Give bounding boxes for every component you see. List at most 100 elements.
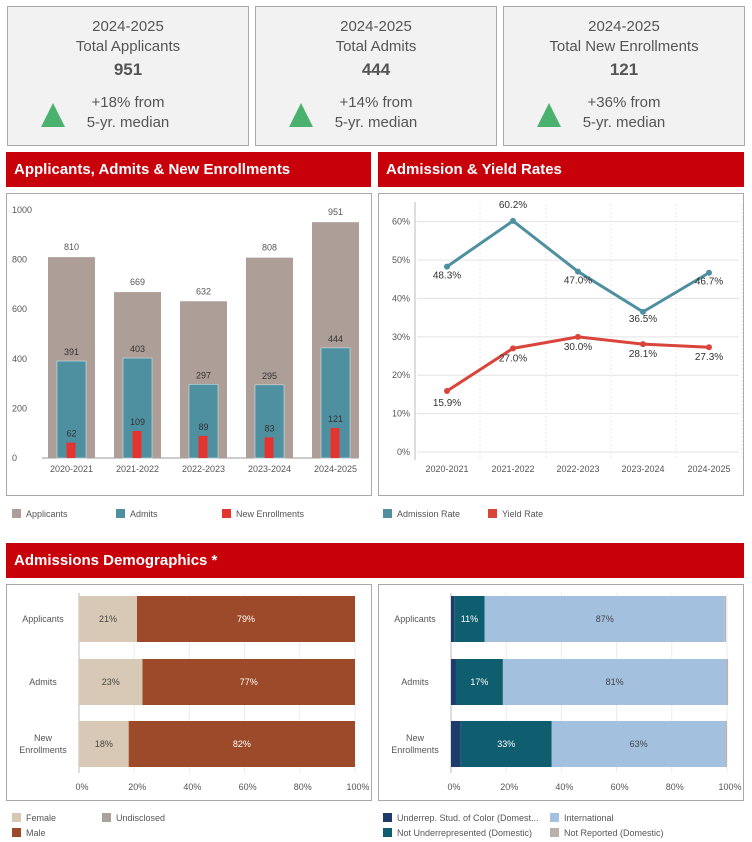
- counts-legend: Applicants Admits New Enrollments: [12, 509, 372, 523]
- x-tick-label: 0%: [75, 782, 88, 792]
- segment-label: 82%: [233, 739, 251, 749]
- kpi-label: Total Admits: [335, 38, 417, 55]
- row-label: Enrollments: [19, 745, 67, 755]
- yield-rate-point: [510, 345, 516, 352]
- admits-value-label: 297: [196, 370, 211, 380]
- legend-swatch: [383, 813, 392, 822]
- rates-legend: Admission Rate Yield Rate: [383, 509, 743, 523]
- legend-label: Undisclosed: [116, 813, 166, 823]
- x-tick-label: 40%: [183, 782, 201, 792]
- ethnicity-chart-panel: 0% 20% 40% 60% 80% 100% Applicants 11% 87% Admits…: [378, 584, 744, 801]
- admission-rate-label: 36.5%: [629, 314, 657, 325]
- up-triangle-icon: [289, 103, 313, 127]
- x-tick-label: 20%: [128, 782, 146, 792]
- section-header-rates: Admission & Yield Rates: [378, 152, 744, 187]
- x-tick-label: 2024-2025: [687, 464, 730, 474]
- legend-label: Applicants: [26, 509, 68, 519]
- legend-item-undisclosed: Undisclosed: [102, 813, 165, 823]
- applicants-value-label: 669: [130, 277, 145, 287]
- legend-item-yield-rate: Yield Rate: [488, 509, 543, 519]
- kpi-change-basis: 5-yr. median: [334, 114, 418, 131]
- stacked-segment: [460, 721, 552, 767]
- kpi-change: +18% from 5-yr. median: [8, 93, 248, 133]
- admission-rate-label: 60.2%: [499, 200, 527, 211]
- stacked-segment: [725, 721, 727, 767]
- enrollments-bar: [264, 437, 274, 458]
- stacked-segment: [79, 721, 129, 767]
- admits-value-label: 295: [262, 371, 277, 381]
- y-tick-label: 60%: [392, 217, 410, 227]
- enrollments-value-label: 121: [328, 414, 343, 424]
- legend-label: Admits: [130, 509, 158, 519]
- admission-rate-point: [706, 269, 712, 276]
- gender-chart-panel: 0% 20% 40% 60% 80% 100% Applicants 21% 79% Admits…: [6, 584, 372, 801]
- stacked-segment: [451, 721, 461, 767]
- kpi-value: 444: [361, 60, 391, 79]
- legend-item-underrep: Underrep. Stud. of Color (Domest...: [383, 813, 539, 823]
- applicants-value-label: 951: [328, 207, 343, 217]
- kpi-change-basis: 5-yr. median: [86, 114, 170, 131]
- kpi-change-text: +14% from: [339, 94, 413, 111]
- applicants-value-label: 632: [196, 286, 211, 296]
- legend-item-male: Male: [12, 828, 46, 838]
- yield-rate-label: 15.9%: [433, 398, 461, 409]
- stacked-segment: [455, 659, 503, 705]
- admits-value-label: 391: [64, 347, 79, 357]
- kpi-year: 2024-2025: [92, 18, 164, 35]
- x-tick-label: 0%: [447, 782, 460, 792]
- enrollments-bar: [132, 430, 142, 458]
- y-tick-label: 30%: [392, 332, 410, 342]
- admits-value-label: 444: [328, 334, 343, 344]
- y-tick-label: 400: [12, 354, 27, 364]
- x-tick-label: 40%: [555, 782, 573, 792]
- kpi-year: 2024-2025: [340, 18, 412, 35]
- legend-swatch: [102, 813, 111, 822]
- x-tick-label: 2022-2023: [182, 464, 225, 474]
- kpi-label: Total New Enrollments: [549, 38, 699, 55]
- kpi-change-text: +18% from: [91, 94, 165, 111]
- kpi-value: 121: [609, 60, 639, 79]
- admission-rate-label: 48.3%: [433, 271, 461, 282]
- x-tick-label: 2020-2021: [425, 464, 468, 474]
- x-tick-label: 2021-2022: [116, 464, 159, 474]
- y-tick-label: 50%: [392, 255, 410, 265]
- legend-swatch: [116, 509, 125, 518]
- ethnicity-legend: Underrep. Stud. of Color (Domest... Inte…: [383, 813, 743, 841]
- legend-swatch: [12, 828, 21, 837]
- legend-item-applicants: Applicants: [12, 509, 68, 519]
- legend-swatch: [550, 828, 559, 837]
- admits-value-label: 403: [130, 344, 145, 354]
- legend-label: New Enrollments: [236, 509, 305, 519]
- stacked-segment: [451, 659, 456, 705]
- kpi-year: 2024-2025: [588, 18, 660, 35]
- legend-label: International: [564, 813, 614, 823]
- yield-rate-point: [640, 341, 646, 348]
- y-tick-label: 800: [12, 255, 27, 265]
- admission-rate-label: 46.7%: [695, 277, 723, 288]
- enrollments-bar: [66, 442, 76, 458]
- row-label: Applicants: [394, 614, 436, 624]
- enrollments-value-label: 83: [264, 423, 274, 433]
- x-tick-label: 100%: [346, 782, 369, 792]
- legend-item-female: Female: [12, 813, 56, 823]
- kpi-label: Total Applicants: [75, 38, 181, 55]
- y-tick-label: 20%: [392, 370, 410, 380]
- section-header-counts: Applicants, Admits & New Enrollments: [6, 152, 371, 187]
- rates-chart-panel: 60% 50% 40% 30% 20% 10% 0% 48.3% 60.2% 47.0% 36.5%…: [378, 193, 744, 496]
- yield-rate-label: 30.0%: [564, 342, 592, 353]
- legend-label: Yield Rate: [502, 509, 544, 519]
- segment-label: 79%: [237, 614, 255, 624]
- kpi-card-applicants: 2024-2025 Total Applicants 951 +18% from…: [7, 6, 249, 146]
- legend-swatch: [12, 813, 21, 822]
- row-label: Enrollments: [391, 745, 439, 755]
- enrollments-value-label: 89: [198, 422, 208, 432]
- kpi-change: +14% from 5-yr. median: [256, 93, 496, 133]
- y-tick-label: 0%: [397, 447, 410, 457]
- admission-rate-point: [510, 217, 516, 224]
- stacked-segment: [726, 659, 729, 705]
- gender-legend: Female Undisclosed Male: [12, 813, 372, 841]
- kpi-value: 951: [113, 60, 143, 79]
- applicants-value-label: 810: [64, 242, 79, 252]
- segment-label: 21%: [99, 614, 117, 624]
- y-tick-label: 600: [12, 304, 27, 314]
